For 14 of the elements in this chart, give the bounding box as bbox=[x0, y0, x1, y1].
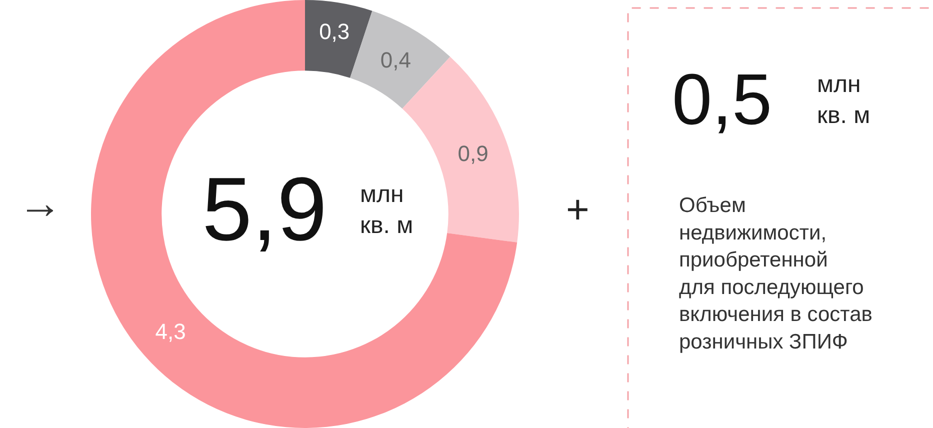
donut-slice bbox=[350, 10, 450, 109]
text: → bbox=[18, 179, 62, 228]
donut-slice bbox=[305, 0, 372, 78]
data-label: 0,4 bbox=[380, 48, 412, 73]
data-label: 0,9 bbox=[458, 140, 488, 166]
donut-slice bbox=[91, 0, 518, 428]
text: млн кв. м bbox=[360, 181, 414, 240]
text: млн кв. м bbox=[817, 71, 870, 130]
text: Объем недвижимости, приобретенной для последующего включения в состав розничных ЗПИФ bbox=[679, 194, 872, 354]
text: 5,9 bbox=[202, 160, 328, 260]
text: 0,5 bbox=[672, 60, 772, 140]
text: + bbox=[566, 188, 590, 232]
data-label: 4,3 bbox=[155, 319, 186, 344]
data-label: 0,3 bbox=[319, 19, 350, 44]
